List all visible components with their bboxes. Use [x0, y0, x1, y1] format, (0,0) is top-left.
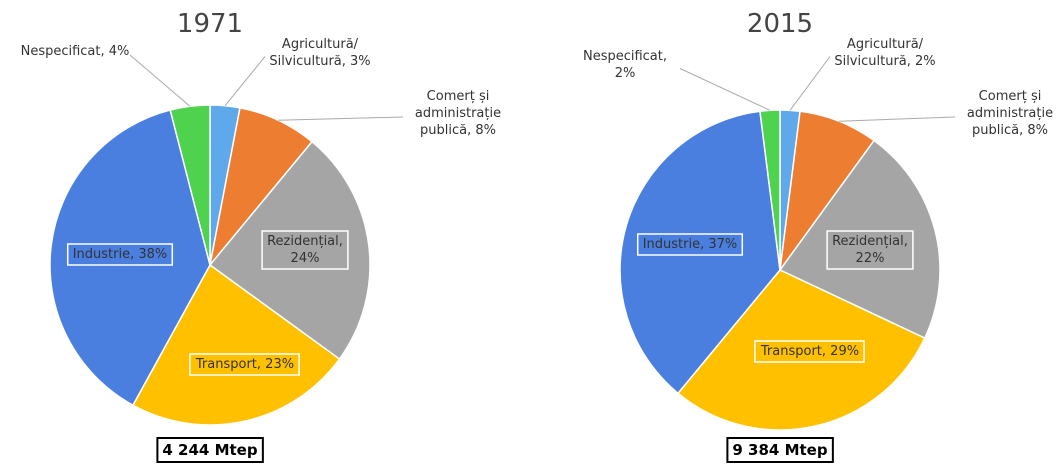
label-box: [826, 230, 914, 270]
data-label-line: Rezidențial,: [267, 234, 343, 249]
total-label: 9 384 Mtep: [732, 441, 827, 459]
data-label-line: Industrie, 37%: [643, 237, 738, 252]
data-label-line: Nespecificat,: [583, 49, 667, 64]
data-label-line: publică, 8%: [972, 123, 1048, 138]
data-label-line: Comerț și: [427, 89, 490, 104]
data-label: Rezidențial, 22%: [832, 234, 908, 266]
total-box: [726, 437, 834, 463]
data-label-line: Rezidențial,: [832, 234, 908, 249]
data-label-line: 2%: [615, 66, 636, 81]
data-label-line: Comerț și: [979, 89, 1042, 104]
leader-line: [224, 56, 266, 107]
chart-title: 1971: [177, 9, 243, 39]
data-label-line: Transport, 23%: [195, 357, 294, 372]
data-label: Transport, 23%: [195, 357, 294, 372]
data-label: Transport, 29%: [760, 344, 859, 359]
data-label-line: 22%: [856, 251, 885, 266]
data-label-line: Transport, 29%: [760, 344, 859, 359]
chart-title: 2015: [747, 9, 813, 39]
pie-slice: [759, 109, 781, 271]
total-label: 4 244 Mtep: [162, 441, 257, 459]
label-box: [189, 353, 300, 376]
data-label-line: Industrie, 38%: [73, 247, 168, 262]
data-label: Nespecificat, 2%: [583, 49, 667, 81]
label-box: [66, 243, 174, 266]
leader-line: [838, 116, 956, 122]
data-label: Agricultură/Silvicultură, 3%: [269, 37, 370, 69]
data-label: Industrie, 38%: [73, 247, 168, 262]
pie-slice: [676, 269, 926, 431]
pie-slice: [619, 110, 781, 395]
leader-line: [679, 68, 771, 111]
data-label-line: administrație: [967, 106, 1053, 121]
pie-slice: [49, 109, 211, 407]
data-label: Industrie, 37%: [643, 237, 738, 252]
leader-line: [789, 56, 831, 111]
data-label-line: 24%: [291, 251, 320, 266]
data-label-line: administrație: [415, 106, 501, 121]
data-label-line: Agricultură/: [847, 37, 924, 52]
label-box: [754, 340, 865, 363]
leader-line: [278, 116, 404, 121]
data-label-line: Agricultură/: [282, 37, 359, 52]
data-label-line: publică, 8%: [420, 123, 496, 138]
pie-slice: [131, 263, 341, 426]
pie-slice: [208, 140, 371, 361]
data-label-line: Silvicultură, 3%: [269, 54, 370, 69]
data-label: Nespecificat, 4%: [21, 44, 130, 59]
data-label: Rezidențial, 24%: [267, 234, 343, 266]
data-label-line: Nespecificat, 4%: [21, 44, 130, 59]
data-label-line: Silvicultură, 2%: [834, 54, 935, 69]
data-label: Comerț și administrație publică, 8%: [415, 89, 501, 138]
pie-slice: [169, 104, 211, 266]
leader-line: [129, 54, 191, 107]
total-box: [156, 437, 264, 463]
label-box: [636, 233, 744, 256]
label-box: [261, 230, 349, 270]
data-label: Comerț și administrație publică, 8%: [967, 89, 1053, 138]
data-label: Agricultură/Silvicultură, 2%: [834, 37, 935, 69]
